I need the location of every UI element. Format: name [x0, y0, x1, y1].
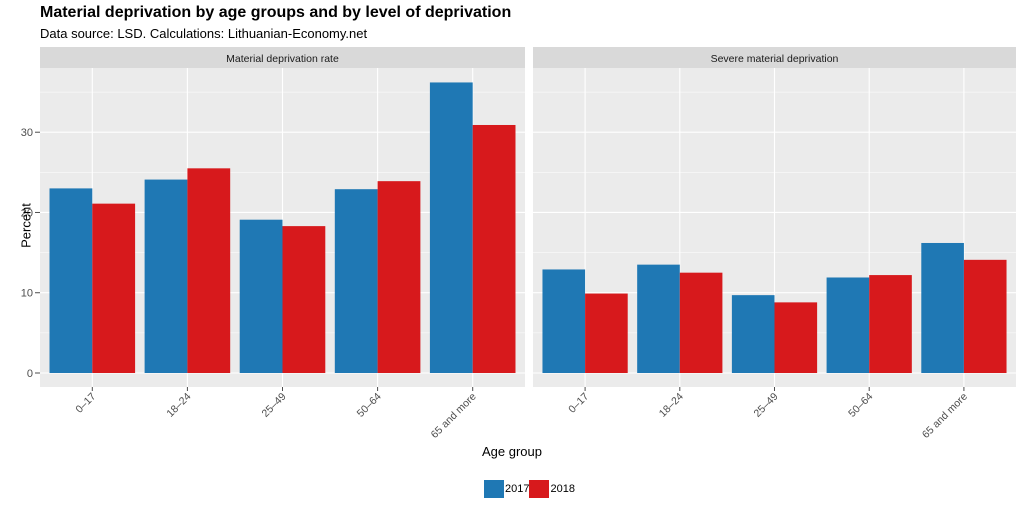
bar-2018 — [472, 124, 516, 373]
bar-2018 — [282, 226, 326, 373]
x-tick-label: 0–17 — [566, 391, 591, 416]
legend-item-2018: 2018 — [529, 480, 575, 498]
bar-2017 — [637, 264, 680, 373]
bar-2017 — [49, 188, 93, 373]
panel-strip-label: Material deprivation rate — [226, 53, 339, 65]
x-tick-label: 0–17 — [73, 391, 98, 416]
y-tick-label: 30 — [21, 127, 33, 139]
panel-strip-label: Severe material deprivation — [711, 53, 839, 65]
bar-2017 — [542, 269, 586, 373]
bar-2017 — [144, 179, 188, 373]
x-tick-label: 25–49 — [259, 391, 288, 420]
panel-strip — [533, 47, 1016, 68]
legend-swatch-2017 — [484, 480, 504, 498]
bar-2018 — [377, 181, 421, 373]
bar-2017 — [731, 295, 775, 373]
x-tick-label: 18–24 — [164, 391, 193, 420]
x-tick-label: 65 and more — [429, 391, 479, 441]
legend-label-2017: 2017 — [505, 483, 530, 495]
bar-2017 — [239, 219, 283, 373]
x-tick-label: 18–24 — [657, 391, 686, 420]
x-tick-label: 25–49 — [751, 391, 780, 420]
y-tick-label: 0 — [27, 368, 33, 380]
legend-label-2018: 2018 — [550, 483, 575, 495]
legend-swatch-2018 — [529, 480, 550, 498]
bar-2018 — [869, 275, 912, 373]
y-tick-label: 20 — [21, 207, 33, 219]
x-tick-label: 50–64 — [355, 391, 384, 420]
bar-2018 — [187, 168, 231, 373]
chart-title: Material deprivation by age groups and b… — [40, 4, 512, 21]
bar-2018 — [963, 259, 1007, 373]
bar-2018 — [585, 293, 628, 373]
panel-strip — [40, 47, 525, 68]
x-tick-label: 65 and more — [920, 391, 970, 441]
bar-2018 — [774, 302, 818, 373]
bar-2017 — [429, 82, 473, 374]
bar-2017 — [921, 242, 964, 373]
bar-2018 — [679, 272, 723, 373]
legend-item-2017: 2017 — [484, 480, 529, 498]
x-tick-label: 50–64 — [846, 391, 875, 420]
legend: 2017 2018 — [484, 480, 575, 498]
bar-2017 — [334, 189, 378, 373]
chart-subtitle: Data source: LSD. Calculations: Lithuani… — [40, 26, 368, 41]
x-axis-label: Age group — [482, 444, 542, 459]
bar-2018 — [92, 203, 136, 373]
y-axis-label: Percent — [18, 203, 34, 248]
bar-2017 — [826, 277, 870, 373]
y-tick-label: 10 — [21, 288, 33, 300]
